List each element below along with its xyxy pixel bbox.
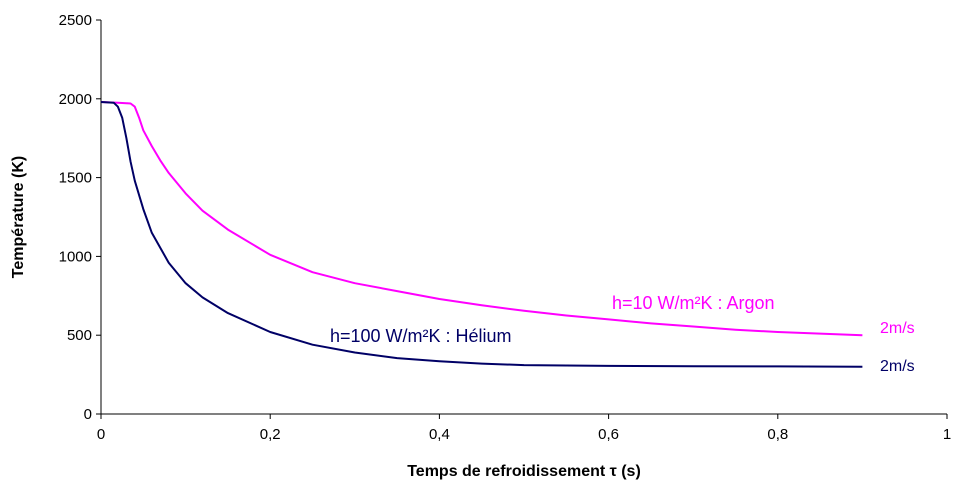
y-tick-label: 1500	[59, 170, 92, 187]
y-tick-label: 0	[84, 406, 92, 423]
y-tick-label: 2000	[59, 91, 92, 108]
y-tick-label: 2500	[59, 12, 92, 29]
x-tick-label: 0,8	[767, 426, 788, 443]
y-axis-title: Température (K)	[10, 156, 27, 278]
y-ticks: 0 500 1000 1500 2000 2500	[59, 12, 101, 423]
x-ticks: 0 0,2 0,4 0,6 0,8 1	[97, 414, 951, 443]
x-tick-label: 0	[97, 426, 105, 443]
argon-series-line	[100, 101, 863, 337]
x-tick-label: 1	[943, 426, 951, 443]
y-tick-label: 1000	[59, 248, 92, 265]
helium-series-label: h=100 W/m²K : Hélium	[330, 326, 512, 346]
argon-series-label: h=10 W/m²K : Argon	[612, 293, 775, 313]
x-tick-label: 0,2	[260, 426, 281, 443]
argon-end-label: 2m/s	[880, 320, 915, 337]
x-axis-title: Temps de refroidissement τ (s)	[407, 463, 641, 480]
x-tick-label: 0,6	[598, 426, 619, 443]
helium-end-label: 2m/s	[880, 358, 915, 375]
y-tick-label: 500	[67, 327, 92, 344]
x-tick-label: 0,4	[429, 426, 450, 443]
series-layer	[100, 101, 863, 368]
helium-series-line	[100, 101, 863, 368]
